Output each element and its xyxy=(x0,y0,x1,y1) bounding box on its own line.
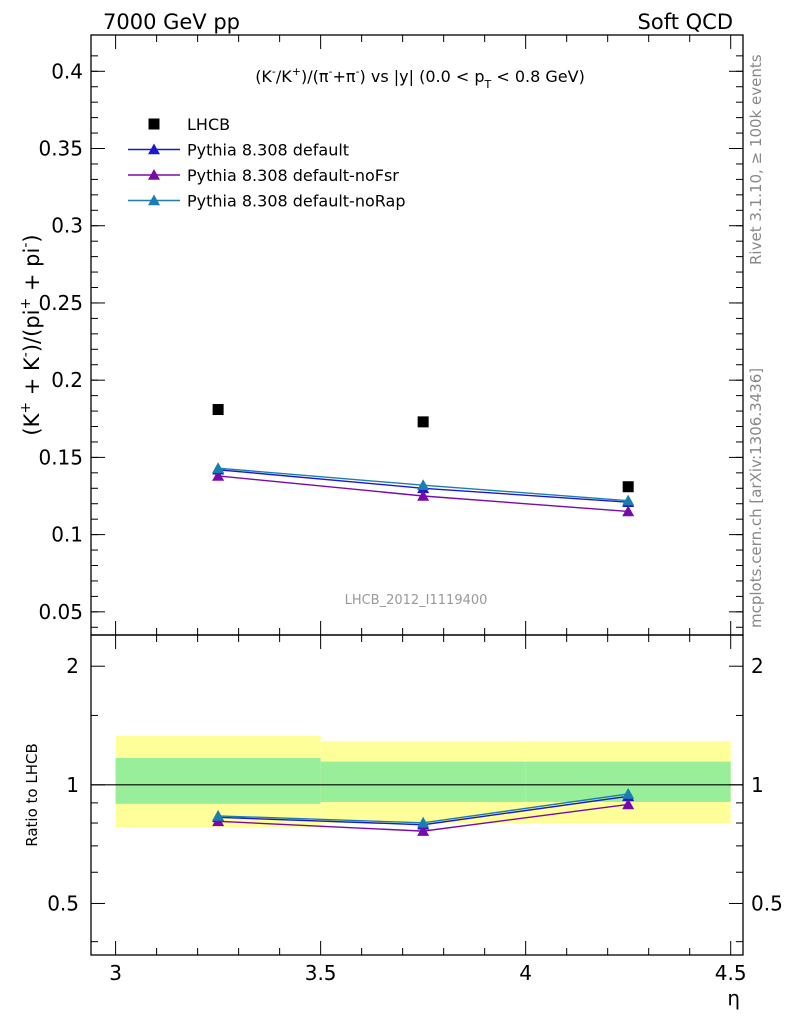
ratio-data-point xyxy=(622,798,635,810)
main-panel: 0.05 0.1 0.15 0.2 0.25 0.3 0.35 0.4 (K-/K+)/(π-… xyxy=(18,34,744,636)
data-point xyxy=(212,469,225,481)
rivet-label: Rivet 3.1.10, ≥ 100k events xyxy=(747,54,765,265)
ratio-data-point xyxy=(212,809,225,821)
x-tick-label: 4 xyxy=(519,961,532,985)
y-tick-label: 0.15 xyxy=(38,445,83,469)
data-point xyxy=(212,462,225,474)
y-tick-label: 0.05 xyxy=(38,600,83,624)
legend-label: LHCB xyxy=(187,115,230,134)
watermark: LHCB_2012_I1119400 xyxy=(345,593,488,608)
ratio-ticks: 0.5 0.5 1 1 2 2 3 3.5 4 4.5 xyxy=(47,635,783,985)
data-point xyxy=(212,404,224,416)
ratio-y-tick-label: 0.5 xyxy=(47,891,79,915)
main-ticks: 0.05 0.1 0.15 0.2 0.25 0.3 0.35 0.4 xyxy=(38,35,743,635)
header-left: 7000 GeV pp xyxy=(103,10,240,34)
header-right: Soft QCD xyxy=(638,10,733,34)
legend-label: Pythia 8.308 default-noFsr xyxy=(187,166,399,185)
ratio-ylabel: Ratio to LHCB xyxy=(23,743,41,847)
y-tick-label: 0.25 xyxy=(38,291,83,315)
ratio-data-point xyxy=(212,815,225,827)
y-tick-label: 0.4 xyxy=(51,59,83,83)
ratio-panel: 0.5 0.5 1 1 2 2 3 3.5 4 4.5 Ratio to LHCB η xyxy=(23,634,783,1010)
ratio-bands xyxy=(91,736,743,828)
main-data-marks xyxy=(212,404,635,517)
ratio-y-tick-label: 2 xyxy=(66,654,79,678)
legend-label: Pythia 8.308 default-noRap xyxy=(187,192,405,211)
legend-marker xyxy=(148,194,160,206)
main-title: (K-/K+)/(π-+π-) vs |y| (0.0 < pT < 0.8 G… xyxy=(255,65,585,91)
ratio-data-point xyxy=(417,816,430,828)
data-point xyxy=(622,481,634,493)
legend: LHCB Pythia 8.308 default Pythia 8.308 def… xyxy=(128,115,405,211)
ratio-data-point xyxy=(622,787,635,799)
y-tick-label: 0.35 xyxy=(38,137,83,161)
legend-marker xyxy=(148,118,160,130)
y-tick-label: 0.1 xyxy=(51,523,83,547)
data-point xyxy=(417,490,430,501)
data-point xyxy=(417,479,430,490)
ratio-frame xyxy=(90,634,744,956)
data-point xyxy=(622,494,635,506)
ratio-y-tick-label-right: 0.5 xyxy=(751,891,783,915)
y-tick-label: 0.2 xyxy=(51,368,83,392)
x-axis-label: η xyxy=(727,986,740,1010)
ratio-y-tick-label-right: 2 xyxy=(751,654,764,678)
mcplots-label: mcplots.cern.ch [arXiv:1306.3436] xyxy=(747,368,765,628)
x-tick-label: 3.5 xyxy=(305,961,337,985)
ratio-data-point xyxy=(417,825,430,836)
x-tick-label: 4.5 xyxy=(715,961,747,985)
uncertainty-band-stat xyxy=(320,761,526,802)
data-point xyxy=(417,416,429,428)
ratio-y-tick-label-right: 1 xyxy=(751,773,764,797)
y-tick-label: 0.3 xyxy=(51,214,83,238)
ratio-y-tick-label: 1 xyxy=(66,773,79,797)
data-point xyxy=(622,505,635,517)
legend-marker xyxy=(148,169,160,180)
legend-marker xyxy=(148,143,160,155)
legend-label: Pythia 8.308 default xyxy=(187,141,349,160)
uncertainty-band-stat xyxy=(115,757,321,804)
main-ylabel: (K+ + K-)/(pi+ + pi-) xyxy=(18,234,44,435)
x-tick-label: 3 xyxy=(109,961,122,985)
ratio-data-marks xyxy=(212,787,635,836)
